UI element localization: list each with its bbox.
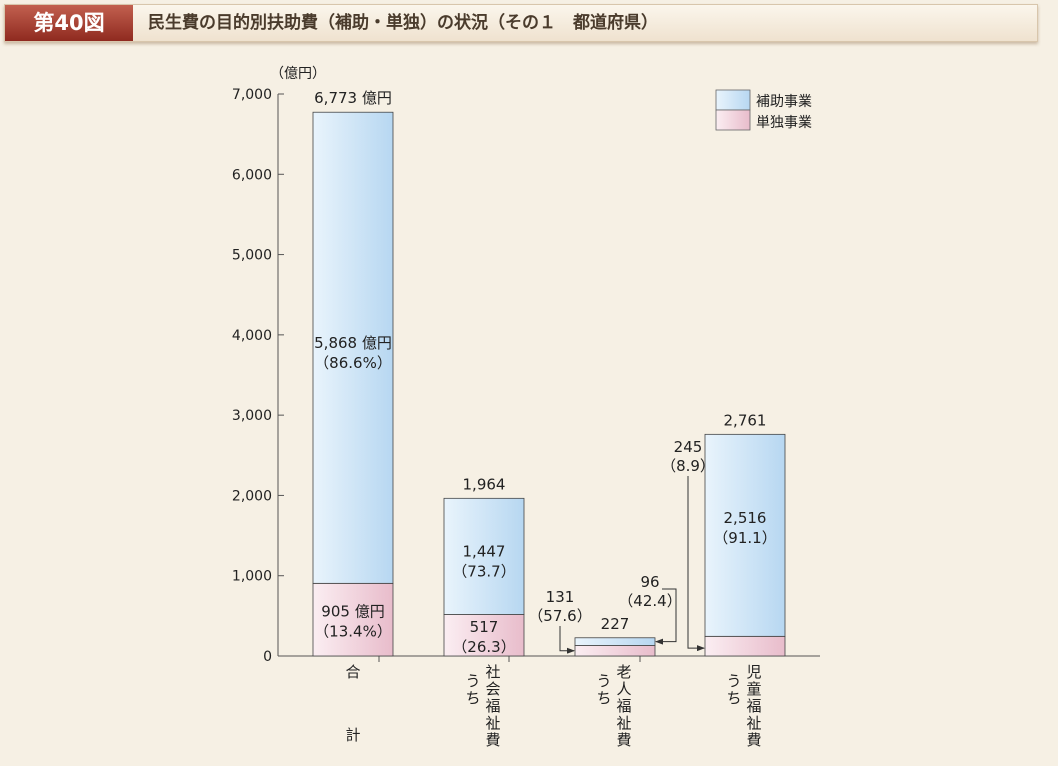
callout-independent-value: 131	[546, 588, 575, 606]
callout-independent-value: 245	[674, 438, 703, 456]
data-label-subsidized-pct: （73.7）	[452, 562, 515, 580]
category-label: 童	[746, 680, 761, 698]
callout-subsidized-pct: （42.4）	[618, 592, 681, 610]
y-tick-label: 7,000	[232, 87, 272, 103]
total-label: 6,773 億円	[314, 89, 392, 107]
category-prefix: う	[596, 672, 611, 690]
bar-subsidized	[704, 433, 786, 637]
category-prefix: ち	[596, 689, 611, 707]
category-prefix: ち	[726, 689, 741, 707]
y-axis-label: （億円）	[270, 66, 326, 82]
data-label-subsidized: 2,516	[724, 509, 767, 527]
category-label: 祉	[485, 714, 500, 732]
data-label-subsidized-pct: （91.1）	[713, 529, 776, 547]
category-label: 福	[746, 697, 761, 715]
category-label: 福	[485, 697, 500, 715]
callout-arrow-independent	[559, 626, 575, 654]
data-label-subsidized: 1,447	[463, 542, 506, 560]
figure-number: 第40図	[5, 5, 133, 41]
data-label-independent-pct: （26.3）	[452, 638, 515, 656]
bar-independent	[443, 614, 525, 657]
category-label: 費	[616, 731, 631, 749]
legend-swatch-subsidized	[715, 89, 751, 111]
data-label-independent-pct: （13.4%）	[314, 623, 392, 641]
category-label: 計	[345, 726, 360, 744]
category-label: 合	[345, 663, 360, 681]
total-label: 1,964	[463, 475, 506, 493]
data-label-independent: 517	[470, 618, 499, 636]
y-tick-label: 6,000	[232, 167, 272, 183]
bar-subsidized	[312, 111, 394, 584]
total-label: 2,761	[724, 411, 767, 429]
callout-independent-pct: （8.9）	[661, 457, 715, 475]
y-tick-label: 2,000	[232, 488, 272, 504]
callout-subsidized-value: 96	[640, 573, 659, 591]
category-label: 費	[746, 731, 761, 749]
category-label: 福	[616, 697, 631, 715]
y-tick-label: 1,000	[232, 569, 272, 585]
category-prefix: ち	[465, 689, 480, 707]
data-label-subsidized-pct: （86.6%）	[314, 354, 392, 372]
data-label-independent: 905 億円	[321, 603, 384, 621]
callout-arrow-subsidized	[655, 588, 677, 645]
data-label-subsidized: 5,868 億円	[314, 334, 392, 352]
total-label: 227	[601, 615, 630, 633]
legend-swatch-independent	[715, 109, 751, 131]
category-label: 祉	[616, 714, 631, 732]
callout-independent-pct: （57.6）	[528, 607, 591, 625]
bar-independent	[704, 635, 786, 657]
category-prefix: う	[465, 672, 480, 690]
bar-subsidized	[574, 637, 656, 646]
y-tick-label: 3,000	[232, 408, 272, 424]
category-label: 老	[616, 663, 631, 681]
y-tick-label: 0	[263, 649, 272, 665]
legend-label-subsidized: 補助事業	[756, 94, 812, 110]
callout-arrow-independent	[687, 476, 705, 652]
y-tick-label: 5,000	[232, 248, 272, 264]
category-label: 社	[485, 663, 500, 681]
category-label: 費	[485, 731, 500, 749]
category-label: 祉	[746, 714, 761, 732]
category-prefix: う	[726, 672, 741, 690]
bar-independent	[574, 645, 656, 657]
category-label: 人	[616, 680, 631, 698]
title-bar: 第40図 民生費の目的別扶助費（補助・単独）の状況（その１ 都道府県）	[4, 4, 1038, 42]
y-tick-label: 4,000	[232, 328, 272, 344]
bar-subsidized	[443, 497, 525, 615]
legend-label-independent: 単独事業	[756, 115, 812, 131]
chart-title: 民生費の目的別扶助費（補助・単独）の状況（その１ 都道府県）	[148, 13, 658, 33]
category-label: 児	[746, 663, 761, 681]
category-label: 会	[485, 680, 500, 698]
